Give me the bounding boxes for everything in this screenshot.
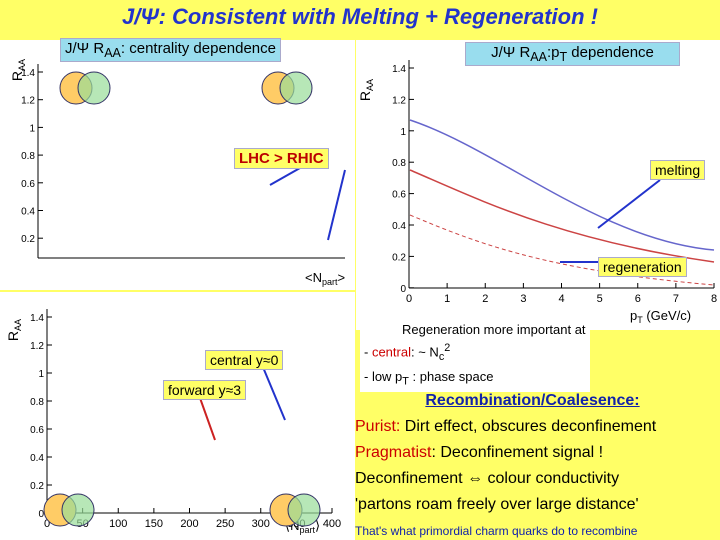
y-axis-label-sub: AA <box>13 319 23 331</box>
arrow <box>199 397 216 441</box>
y-tick-label: 1 <box>400 127 406 138</box>
y-axis-label: RAA <box>9 59 27 81</box>
y-tick-label: 0.6 <box>30 425 44 436</box>
x-axis-label-sub: part <box>299 525 315 535</box>
x-tick-label: 300 <box>252 518 270 530</box>
y-tick-label: 1.4 <box>21 68 35 79</box>
x-tick-label: 400 <box>323 518 341 530</box>
y-tick-label: 0.6 <box>21 179 35 190</box>
y-tick-label: 0.2 <box>392 252 406 263</box>
x-tick-label: 4 <box>558 293 564 305</box>
venn-icon <box>61 493 95 527</box>
model-curve <box>409 119 715 251</box>
arrow <box>259 359 286 421</box>
panel-label: J/Ψ RAA: centrality dependence <box>60 38 281 62</box>
arrow <box>597 179 661 229</box>
y-tick-label: 0.2 <box>21 234 35 245</box>
x-axis-label: pT (GeV/c) <box>630 308 691 325</box>
callout: melting <box>650 160 706 180</box>
y-tick-label: 1.2 <box>30 341 44 352</box>
y-tick-label: 1.4 <box>30 313 44 324</box>
callout: central y≈0 <box>205 350 284 370</box>
x-tick-label: 250 <box>216 518 234 530</box>
x-axis-label: <Npart> <box>305 270 345 287</box>
y-tick-label: 0.4 <box>30 453 44 464</box>
recombination-text: Recombination/Coalesence: Purist: Dirt e… <box>355 392 657 538</box>
x-axis-label-sub: part <box>322 277 338 287</box>
x-tick-label: 200 <box>180 518 198 530</box>
panel-label: J/Ψ RAA:pT dependence <box>465 42 680 66</box>
arrow <box>269 167 301 186</box>
venn-icon <box>77 71 111 105</box>
arrow <box>327 169 346 241</box>
y-tick-label: 0.6 <box>392 190 406 201</box>
x-tick-label: 0 <box>406 293 412 305</box>
y-axis-label-part: R <box>9 71 25 81</box>
y-tick-label: 1.4 <box>392 64 406 75</box>
y-tick-label: 1.2 <box>21 96 35 107</box>
y-tick-label: 0.4 <box>21 207 35 218</box>
venn-icon <box>287 493 321 527</box>
x-tick-label: 8 <box>711 293 717 305</box>
y-tick-label: 0 <box>38 509 44 520</box>
x-tick-label: 0 <box>44 518 50 530</box>
x-axis-label-part: p <box>630 308 637 323</box>
y-tick-label: 0.8 <box>392 158 406 169</box>
y-axis-label: RAA <box>5 319 23 341</box>
y-tick-label: 0 <box>400 284 406 295</box>
callout: regeneration <box>598 257 687 277</box>
x-tick-label: 3 <box>520 293 526 305</box>
y-axis-label-part: R <box>357 91 373 101</box>
y-tick-label: 1.2 <box>392 95 406 106</box>
x-tick-label: 100 <box>109 518 127 530</box>
x-axis-label-end: > <box>338 270 346 285</box>
x-tick-label: 2 <box>482 293 488 305</box>
x-tick-label: 7 <box>673 293 679 305</box>
y-tick-label: 0.2 <box>30 481 44 492</box>
y-axis-label-sub: AA <box>365 79 375 91</box>
y-axis-label: RAA <box>357 79 375 101</box>
model-curve <box>409 169 715 263</box>
x-axis-label-sub: T <box>637 315 643 325</box>
x-axis-label-end: ⟩ <box>315 518 320 533</box>
y-tick-label: 0.4 <box>392 221 406 232</box>
callout: LHC > RHIC <box>234 148 329 169</box>
venn-icon <box>279 71 313 105</box>
regeneration-note: Regeneration more important at - central… <box>360 320 590 392</box>
y-axis-label-sub: AA <box>17 59 27 71</box>
y-tick-label: 1 <box>38 369 44 380</box>
callout: forward y≈3 <box>163 380 247 400</box>
y-axis-label-part: R <box>5 331 21 341</box>
x-tick-label: 5 <box>597 293 603 305</box>
y-tick-label: 0.8 <box>21 151 35 162</box>
y-tick-label: 0.8 <box>30 397 44 408</box>
slide-title: J/Ψ: Consistent with Melting + Regenerat… <box>122 4 598 29</box>
y-tick-label: 1 <box>29 123 35 134</box>
x-tick-label: 1 <box>444 293 450 305</box>
x-axis-label-part: <N <box>305 270 322 285</box>
x-tick-label: 6 <box>635 293 641 305</box>
x-tick-label: 150 <box>145 518 163 530</box>
x-axis-label-end: (GeV/c) <box>643 308 691 323</box>
